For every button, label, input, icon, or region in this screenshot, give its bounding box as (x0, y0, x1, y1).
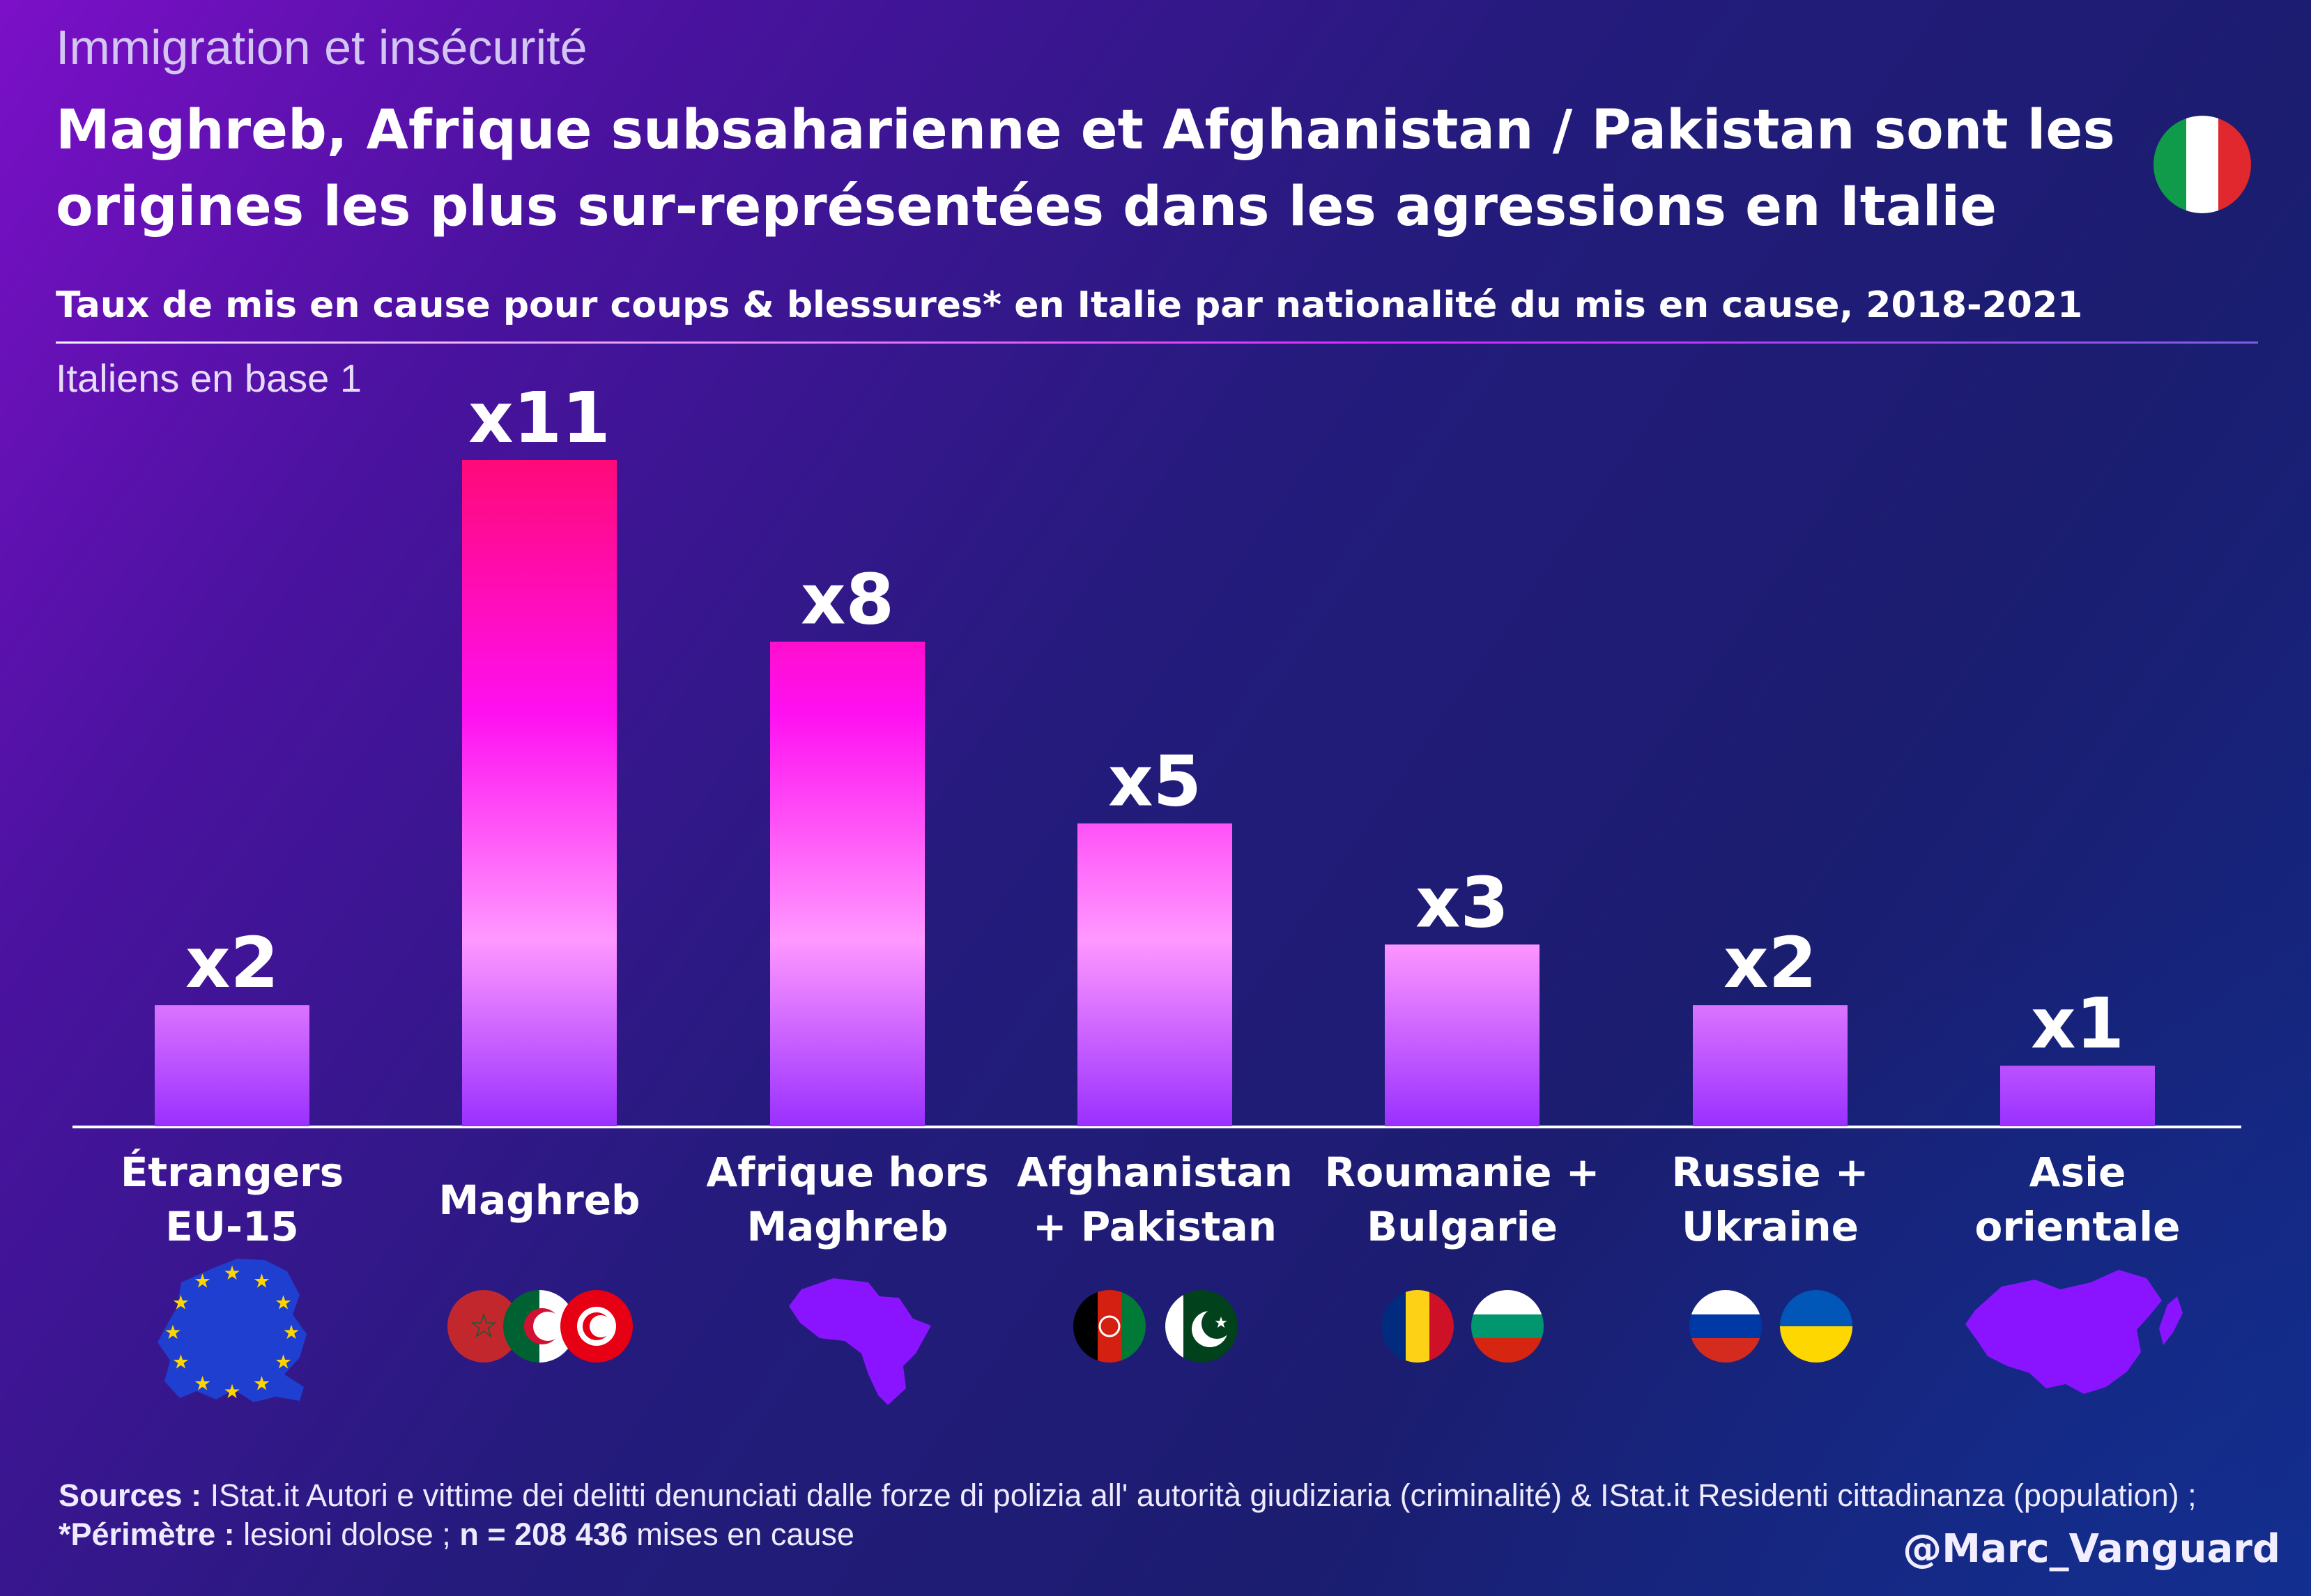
svg-text:★: ★ (223, 1380, 240, 1403)
svg-text:★: ★ (253, 1269, 270, 1292)
svg-text:★: ★ (194, 1372, 211, 1395)
bar-value-label: x8 (801, 559, 894, 640)
category-label: Asie (2029, 1149, 2126, 1196)
bar-value-label: x3 (1415, 861, 1509, 943)
bar-value-label: x11 (468, 377, 611, 459)
bar (1385, 944, 1540, 1126)
bar (2000, 1066, 2155, 1126)
category-label: Bulgarie (1367, 1203, 1558, 1250)
category-label: Afrique hors (706, 1149, 988, 1196)
n-text: mises en cause (627, 1517, 854, 1552)
category-label: Ukraine (1682, 1203, 1859, 1250)
morocco-flag-icon: ☆ (447, 1290, 520, 1363)
bar (1693, 1005, 1848, 1126)
svg-text:★: ★ (275, 1351, 292, 1374)
east-asia-map-icon (1965, 1270, 2183, 1394)
svg-text:★: ★ (164, 1321, 181, 1344)
chart-subtitle: Taux de mis en cause pour coups & blessu… (56, 284, 2083, 326)
bar (155, 1005, 309, 1126)
category-label: Russie + (1671, 1149, 1868, 1196)
svg-text:★: ★ (1214, 1314, 1228, 1332)
russia-flag-icon (1689, 1290, 1762, 1363)
perimetre-text: lesioni dolose ; (234, 1517, 460, 1552)
category-label: orientale (1974, 1203, 2180, 1250)
sources-text: IStat.it Autori e vittime dei delitti de… (201, 1478, 2197, 1513)
perimetre-label: *Périmètre : (59, 1517, 235, 1552)
bar-value-label: x5 (1108, 740, 1201, 822)
svg-text:★: ★ (223, 1261, 240, 1284)
category-label: Étrangers (121, 1148, 344, 1196)
sources-label: Sources : (59, 1478, 202, 1513)
category-label: Afghanistan (1017, 1149, 1293, 1196)
category-label: EU-15 (165, 1203, 299, 1250)
africa-map-icon (789, 1278, 931, 1405)
headline-line-1: Maghreb, Afrique subsaharienne et Afghan… (56, 99, 2115, 162)
pakistan-flag-icon: ★ (1165, 1290, 1238, 1363)
bar (770, 641, 925, 1126)
ukraine-flag-icon (1780, 1290, 1852, 1363)
category-label: Maghreb (438, 1176, 640, 1224)
svg-text:★: ★ (253, 1372, 270, 1395)
author-handle: @Marc_Vanguard (1903, 1526, 2280, 1572)
headline: Maghreb, Afrique subsaharienne et Afghan… (56, 92, 2147, 245)
base-note: Italiens en base 1 (56, 356, 362, 400)
svg-text:★: ★ (282, 1321, 300, 1344)
bar-value-label: x2 (1723, 922, 1817, 1004)
svg-text:☆: ☆ (468, 1307, 498, 1346)
category-label: Roumanie + (1325, 1149, 1600, 1196)
section-kicker: Immigration et insécurité (56, 20, 588, 75)
romania-flag-icon (1381, 1290, 1454, 1363)
headline-line-2: origines les plus sur-représentées dans … (56, 176, 1997, 238)
bulgaria-flag-icon (1471, 1290, 1544, 1363)
bar-value-label: x1 (2031, 983, 2124, 1064)
bar (462, 460, 617, 1126)
subtitle-divider (56, 342, 2258, 344)
sources-note: Sources : IStat.it Autori e vittime dei … (59, 1476, 2254, 1554)
category-label: Maghreb (746, 1203, 948, 1250)
bar (1077, 823, 1232, 1126)
tunisia-flag-icon (560, 1290, 633, 1363)
svg-text:★: ★ (275, 1291, 292, 1314)
afghanistan-flag-icon (1073, 1290, 1146, 1363)
svg-text:★: ★ (172, 1291, 190, 1314)
eu-map-icon: ★★★★★★★★★ ★ ★★ (158, 1259, 307, 1403)
bar-value-label: x2 (185, 922, 279, 1004)
svg-text:★: ★ (172, 1351, 190, 1374)
svg-text:★: ★ (194, 1269, 211, 1292)
category-label: + Pakistan (1033, 1203, 1277, 1250)
n-count: n = 208 436 (459, 1517, 628, 1552)
